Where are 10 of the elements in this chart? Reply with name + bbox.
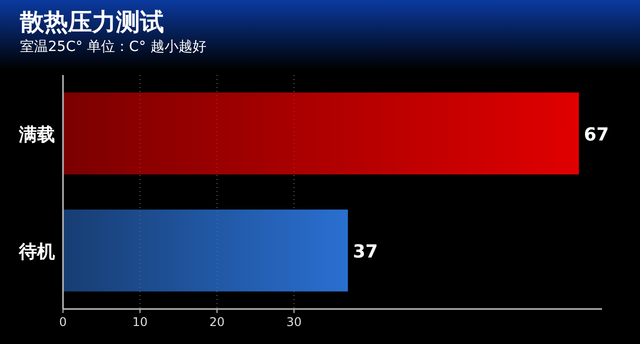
data-label: 67 <box>584 124 609 146</box>
chart-title: 散热压力测试 <box>19 8 164 36</box>
data-label: 37 <box>352 242 378 262</box>
y-tick-label: 满载 <box>18 124 55 146</box>
x-tick-label: 20 <box>209 315 225 329</box>
x-tick-label: 0 <box>59 315 67 329</box>
x-tick-label: 30 <box>286 315 302 329</box>
x-tick-label: 10 <box>132 315 148 329</box>
chart-subtitle: 室温25C° 单位：C° 越小越好 <box>20 39 206 55</box>
y-tick-label: 待机 <box>18 242 55 262</box>
